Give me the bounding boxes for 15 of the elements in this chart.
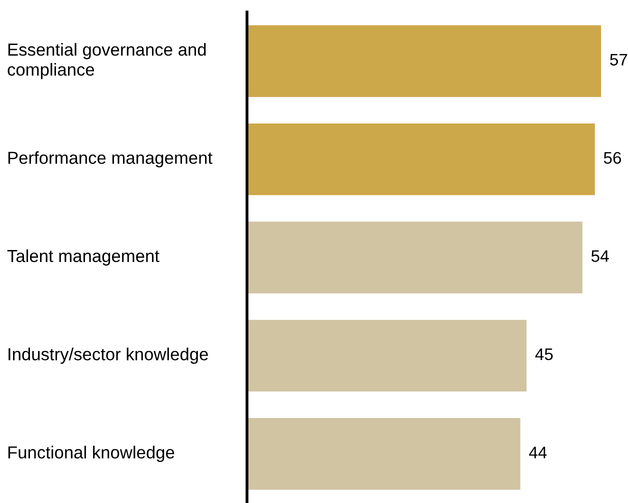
data-label: 56	[604, 152, 622, 164]
data-label: 54	[591, 250, 609, 262]
y-tick-label: Functional knowledge	[8, 446, 174, 462]
bar	[247, 123, 595, 196]
data-label: 44	[529, 446, 547, 458]
y-tick-label: Talent management	[7, 249, 160, 266]
y-tick-label: Essential governance and compliance	[8, 43, 206, 80]
y-tick-label: Industry/sector knowledge	[8, 348, 208, 364]
data-label: 45	[535, 348, 553, 360]
y-tick-label: Performance management	[8, 151, 212, 168]
data-label: 57	[610, 54, 628, 66]
bar	[247, 418, 520, 490]
bar	[247, 25, 602, 97]
bar	[247, 320, 527, 392]
bar	[247, 222, 582, 294]
